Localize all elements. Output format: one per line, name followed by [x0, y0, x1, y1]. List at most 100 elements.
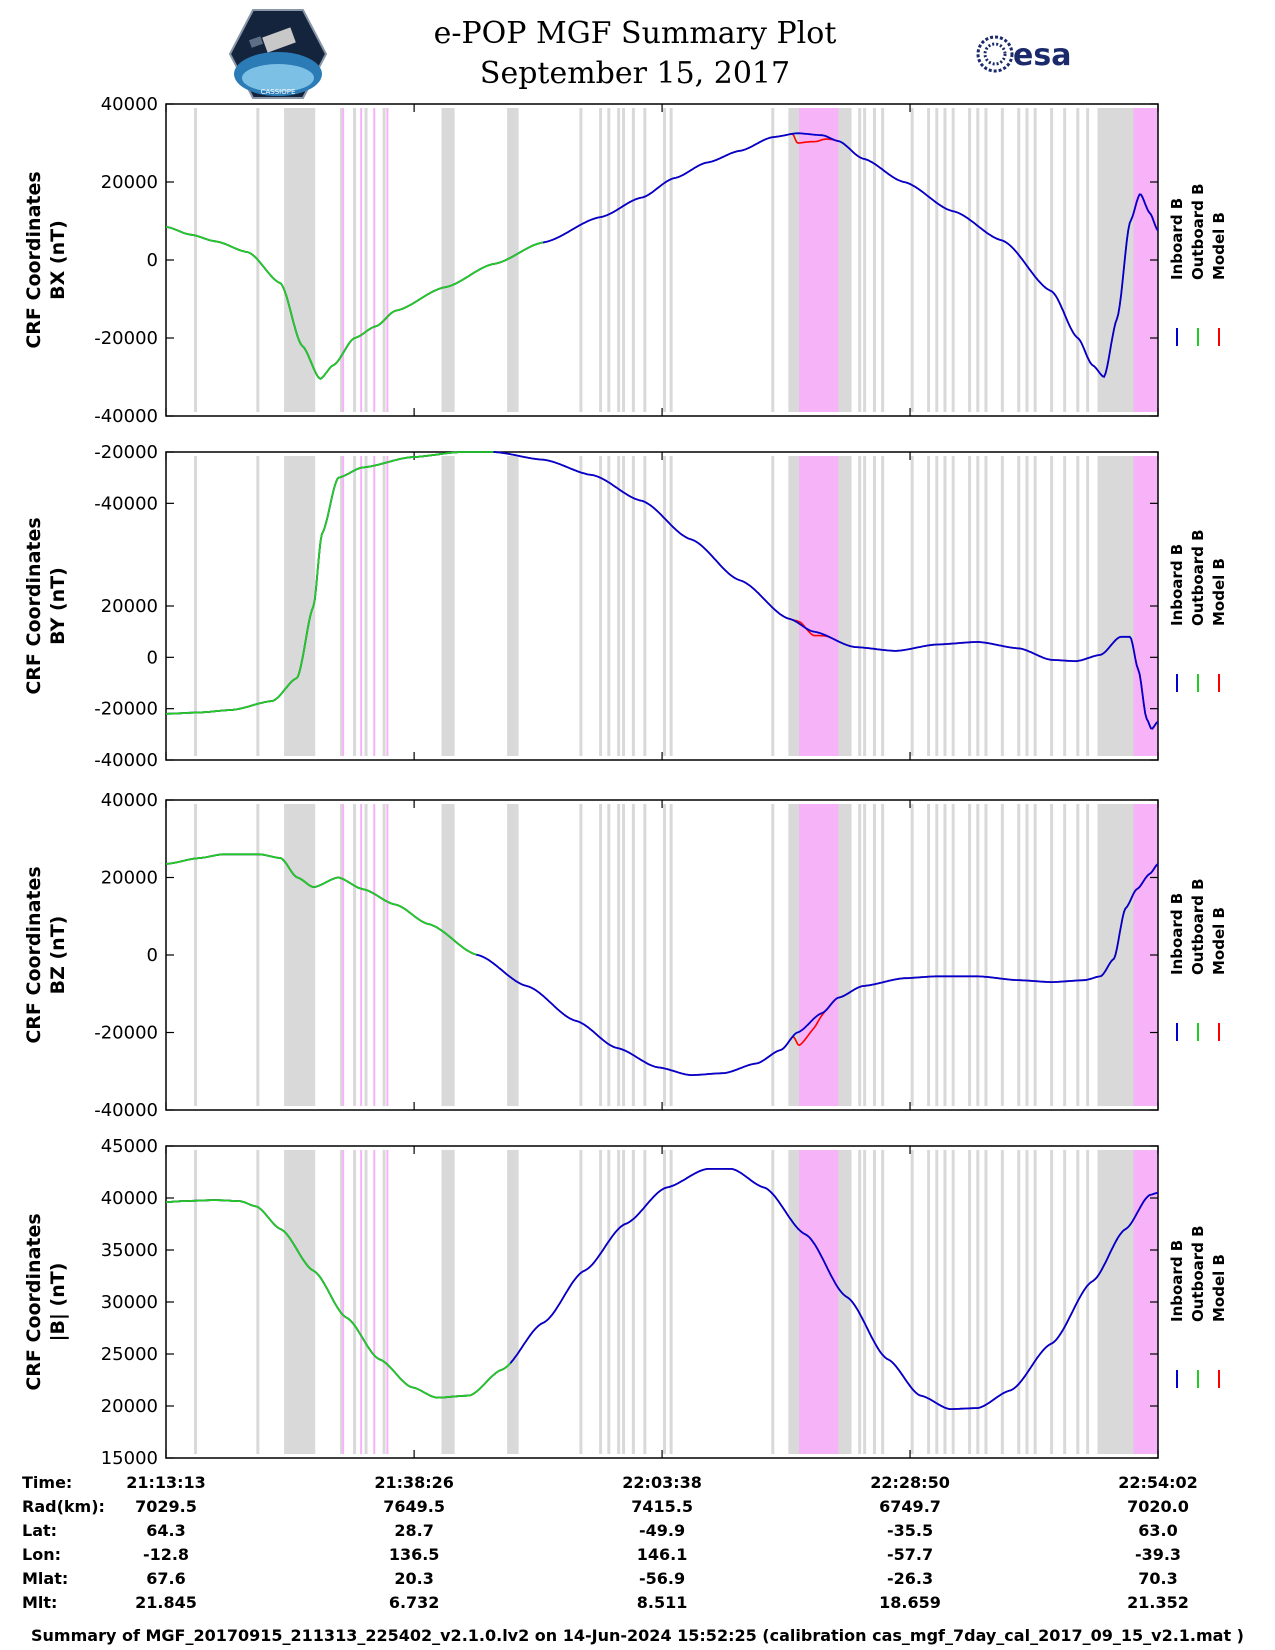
gap-line — [669, 1150, 673, 1454]
y-axis-label-line-2: BZ (nT) — [47, 916, 69, 995]
ephemeris-table: Time: Rad(km): Lat: Lon: Mlat: Mlt: 21:13:13 70… — [22, 1473, 1198, 1612]
y-tick-label: 20000 — [101, 596, 158, 617]
cassiope-logo-text: CASSIOPE — [261, 88, 296, 96]
gap-line — [622, 456, 626, 756]
gap-line-magenta — [386, 1150, 389, 1454]
gap-line — [1076, 804, 1080, 1106]
y-tick-label: 40000 — [101, 1188, 158, 1209]
gap-line — [881, 108, 885, 412]
gap-line — [1033, 804, 1037, 1106]
table-cell: 22:54:02 — [1118, 1473, 1198, 1492]
gap-line — [976, 456, 980, 756]
gap-line — [968, 456, 972, 756]
gap-line — [881, 1150, 885, 1454]
gap-line — [1033, 456, 1037, 756]
gap-line — [643, 108, 647, 412]
table-cell: 136.5 — [389, 1545, 440, 1564]
gap-line — [339, 1150, 343, 1454]
gap-line-magenta — [386, 456, 389, 756]
gap-line — [339, 108, 343, 412]
gap-line — [1017, 1150, 1021, 1454]
y-axis-label: CRF Coordinates BZ (nT) — [23, 866, 69, 1043]
gap-line — [976, 804, 980, 1106]
y-tick-label: -40000 — [94, 406, 158, 427]
table-cell: 21:13:13 — [126, 1473, 206, 1492]
gap-line — [1086, 456, 1090, 756]
table-row-label: Mlt: — [22, 1593, 57, 1612]
gap-line — [1050, 108, 1054, 412]
legend-label: Inboard B — [1168, 544, 1186, 626]
table-cell: 64.3 — [146, 1521, 185, 1540]
legend-label: Outboard B — [1189, 529, 1207, 626]
gap-line — [927, 456, 931, 756]
table-row-label: Lat: — [22, 1521, 57, 1540]
y-tick-label: 0 — [147, 647, 158, 668]
table-cell: 21.352 — [1127, 1593, 1189, 1612]
y-axis-label-line-1: CRF Coordinates — [23, 171, 45, 348]
gap-line-magenta — [386, 108, 389, 412]
table-row-label: Lon: — [22, 1545, 61, 1564]
y-tick-label: 30000 — [101, 1292, 158, 1313]
table-cell: 7415.5 — [631, 1497, 693, 1516]
gap-line-magenta — [360, 456, 363, 756]
gap-line — [872, 804, 876, 1106]
gap-line — [353, 456, 357, 756]
gap-line — [1076, 456, 1080, 756]
gap-line — [663, 108, 667, 412]
gap-line — [1063, 108, 1067, 412]
y-axis-label-line-1: CRF Coordinates — [23, 1213, 45, 1390]
gap-line — [1033, 1150, 1037, 1454]
footer-summary: Summary of MGF_20170915_211313_225402_v2… — [31, 1626, 1244, 1645]
y-axis-label: CRF Coordinates BY (nT) — [23, 517, 69, 694]
gap-line — [669, 108, 673, 412]
gap-line-magenta — [342, 108, 345, 412]
gap-line — [607, 456, 611, 756]
legend-label: Model B — [1210, 907, 1228, 975]
y-axis-label-line-2: |B| (nT) — [47, 1263, 69, 1342]
gap-line — [631, 108, 635, 412]
series-outboard-b — [165, 853, 477, 956]
gap-region — [507, 1150, 519, 1454]
gap-line — [943, 456, 947, 756]
gap-line — [1000, 108, 1004, 412]
y-tick-label: 40000 — [101, 94, 158, 115]
gap-line — [669, 456, 673, 756]
gap-line — [382, 108, 386, 412]
table-cell: -49.9 — [639, 1521, 685, 1540]
gap-line — [643, 804, 647, 1106]
table-cell: -12.8 — [143, 1545, 189, 1564]
gap-line — [858, 804, 862, 1106]
gap-line — [663, 1150, 667, 1454]
gap-line — [382, 1150, 386, 1454]
table-cell: 6749.7 — [879, 1497, 941, 1516]
gap-line — [1000, 804, 1004, 1106]
y-axis-label: CRF Coordinates BX (nT) — [23, 171, 69, 348]
gap-line — [881, 456, 885, 756]
gap-region — [507, 456, 519, 756]
y-tick-label: -40000 — [94, 750, 158, 771]
gap-line — [579, 804, 583, 1106]
table-cell: 18.659 — [879, 1593, 941, 1612]
gap-line — [617, 108, 621, 412]
gap-line — [951, 108, 955, 412]
table-cell: -35.5 — [887, 1521, 933, 1540]
y-tick-label: -40000 — [94, 1100, 158, 1121]
y-axis-label-line-2: BX (nT) — [47, 220, 69, 300]
gap-region-magenta — [799, 804, 839, 1106]
gap-line — [1017, 108, 1021, 412]
gap-line — [1017, 804, 1021, 1106]
gap-line — [353, 108, 357, 412]
gap-line — [643, 456, 647, 756]
gap-line — [194, 456, 198, 756]
gap-line-magenta — [342, 804, 345, 1106]
gap-line-magenta — [360, 1150, 363, 1454]
gap-line-magenta — [342, 456, 345, 756]
gap-line — [607, 108, 611, 412]
y-tick-label: 35000 — [101, 1240, 158, 1261]
gap-line — [579, 108, 583, 412]
gap-line — [1086, 1150, 1090, 1454]
table-row-label: Rad(km): — [22, 1497, 105, 1516]
table-cell: 21:38:26 — [374, 1473, 454, 1492]
gap-region-magenta — [799, 1150, 839, 1454]
